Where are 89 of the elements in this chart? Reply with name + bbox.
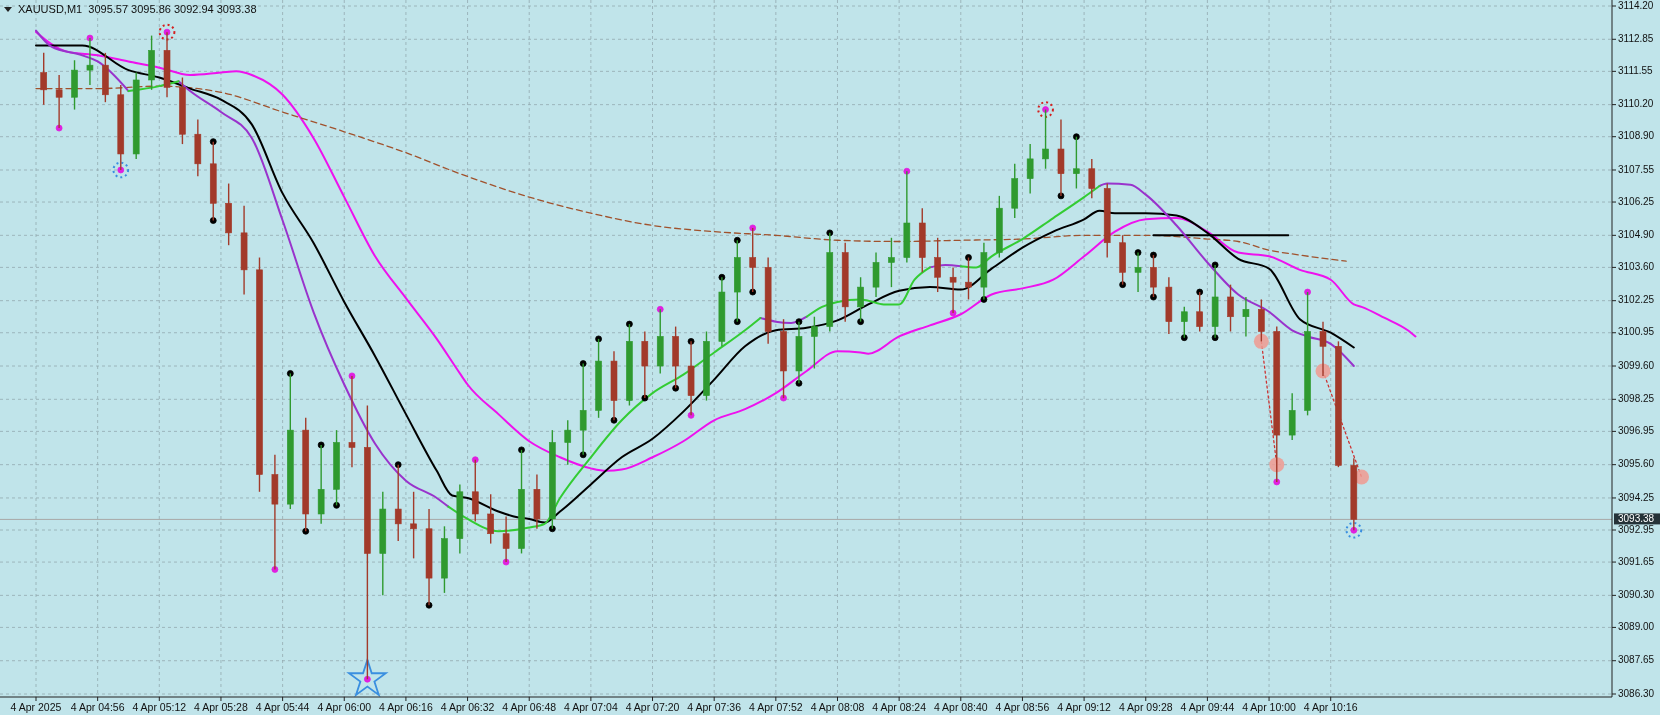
candlestick	[1042, 108, 1049, 170]
candlestick	[888, 237, 895, 288]
x-tick-label: 4 Apr 06:16	[379, 701, 433, 713]
candlestick	[394, 463, 402, 542]
candlestick	[1258, 298, 1265, 343]
x-tick-label: 4 Apr 08:08	[810, 701, 865, 713]
y-tick-label: 3108.90	[1618, 130, 1655, 142]
x-tick-label: 4 Apr 05:12	[132, 701, 187, 713]
y-tick-label: 3086.30	[1618, 687, 1655, 699]
candlestick	[86, 37, 94, 86]
candlestick	[811, 316, 818, 370]
line-series	[1098, 182, 1355, 368]
candlestick	[410, 491, 417, 560]
y-tick-label: 3092.95	[1618, 523, 1655, 535]
x-tick-label: 4 Apr 06:48	[502, 701, 557, 713]
y-tick-label: 3102.25	[1618, 294, 1655, 306]
line-series	[35, 85, 1347, 262]
candlestick	[579, 362, 587, 456]
line-series	[177, 80, 450, 508]
y-tick-label: 3103.60	[1618, 261, 1655, 273]
line-series	[447, 316, 762, 533]
line-series	[959, 185, 1101, 269]
candlestick	[564, 419, 572, 466]
x-tick-label: 4 Apr 07:52	[748, 701, 803, 713]
candlestick	[1196, 291, 1203, 333]
x-tick-label: 4 Apr 06:00	[317, 701, 372, 713]
candlestick	[857, 276, 864, 323]
line-series	[35, 30, 1417, 472]
y-tick-label: 3111.55	[1618, 64, 1654, 76]
x-tick-label: 4 Apr 07:36	[687, 701, 742, 713]
line-series	[759, 315, 808, 324]
line-series	[805, 266, 931, 318]
y-tick-label: 3112.85	[1618, 32, 1654, 44]
x-tick-label: 4 Apr 09:44	[1180, 701, 1235, 713]
y-tick-label: 3091.65	[1618, 555, 1655, 567]
y-tick-label: 3107.55	[1618, 163, 1655, 175]
line-series	[35, 44, 1355, 524]
y-tick-label: 3090.30	[1618, 589, 1655, 600]
x-tick-label: 4 Apr 05:28	[194, 701, 248, 713]
candlestick	[965, 256, 972, 301]
x-tick-label: 4 Apr 07:04	[564, 701, 618, 713]
candlestick	[502, 515, 510, 563]
x-tick-label: 4 Apr 04:56	[70, 701, 125, 713]
x-tick-label: 4 Apr 05:44	[255, 701, 310, 713]
y-tick-label: 3110.20	[1618, 98, 1654, 110]
y-tick-label: 3104.90	[1618, 228, 1655, 240]
x-tick-label: 4 Apr 2025	[10, 701, 62, 713]
y-tick-label: 3099.60	[1618, 359, 1655, 371]
point	[1345, 521, 1363, 539]
point	[158, 23, 176, 41]
candlestick	[1150, 254, 1157, 298]
candlestick	[487, 493, 494, 545]
candlestick	[749, 227, 757, 293]
candlestick	[1073, 136, 1080, 190]
y-tick-label: 3098.25	[1618, 392, 1655, 404]
candlestick	[1088, 158, 1096, 200]
line-series	[35, 29, 130, 93]
x-tick-label: 4 Apr 09:28	[1118, 701, 1173, 713]
x-tick-label: 4 Apr 10:16	[1303, 701, 1358, 713]
candlestick	[1134, 251, 1142, 293]
x-tick-label: 4 Apr 08:24	[872, 701, 927, 713]
x-tick-label: 4 Apr 08:40	[933, 701, 988, 713]
candlestick	[348, 375, 356, 468]
y-tick-label: 3096.95	[1618, 425, 1655, 437]
candlestick	[934, 237, 941, 293]
point	[112, 161, 130, 179]
candlestick	[1227, 283, 1234, 333]
y-tick-label: 3087.65	[1618, 654, 1655, 666]
candlestick	[55, 74, 63, 129]
x-tick-label: 4 Apr 07:20	[625, 701, 680, 713]
candlestick	[1026, 143, 1034, 195]
x-tick-label: 4 Apr 09:12	[1057, 701, 1112, 713]
y-tick-label: 3094.25	[1618, 491, 1655, 503]
chart-title: XAUUSD,M1 3095.57 3095.86 3092.94 3093.38	[18, 3, 257, 15]
x-tick-label: 4 Apr 08:56	[995, 701, 1050, 713]
point	[1037, 101, 1054, 118]
y-tick-label: 3106.25	[1618, 195, 1655, 207]
candlestick	[1242, 296, 1250, 338]
candlestick	[949, 266, 957, 314]
y-tick-label: 3100.95	[1618, 326, 1655, 338]
y-tick-label: 3089.00	[1618, 621, 1655, 633]
candlestick	[40, 52, 48, 106]
y-tick-label: 3114.20	[1618, 0, 1654, 11]
x-tick-label: 4 Apr 10:00	[1242, 701, 1297, 713]
ref-line-label: 3093.38	[1618, 513, 1655, 525]
candlestick	[1180, 306, 1188, 339]
x-tick-label: 4 Apr 06:32	[440, 701, 495, 713]
y-tick-label: 3095.60	[1618, 458, 1655, 470]
candlestick	[471, 459, 479, 523]
